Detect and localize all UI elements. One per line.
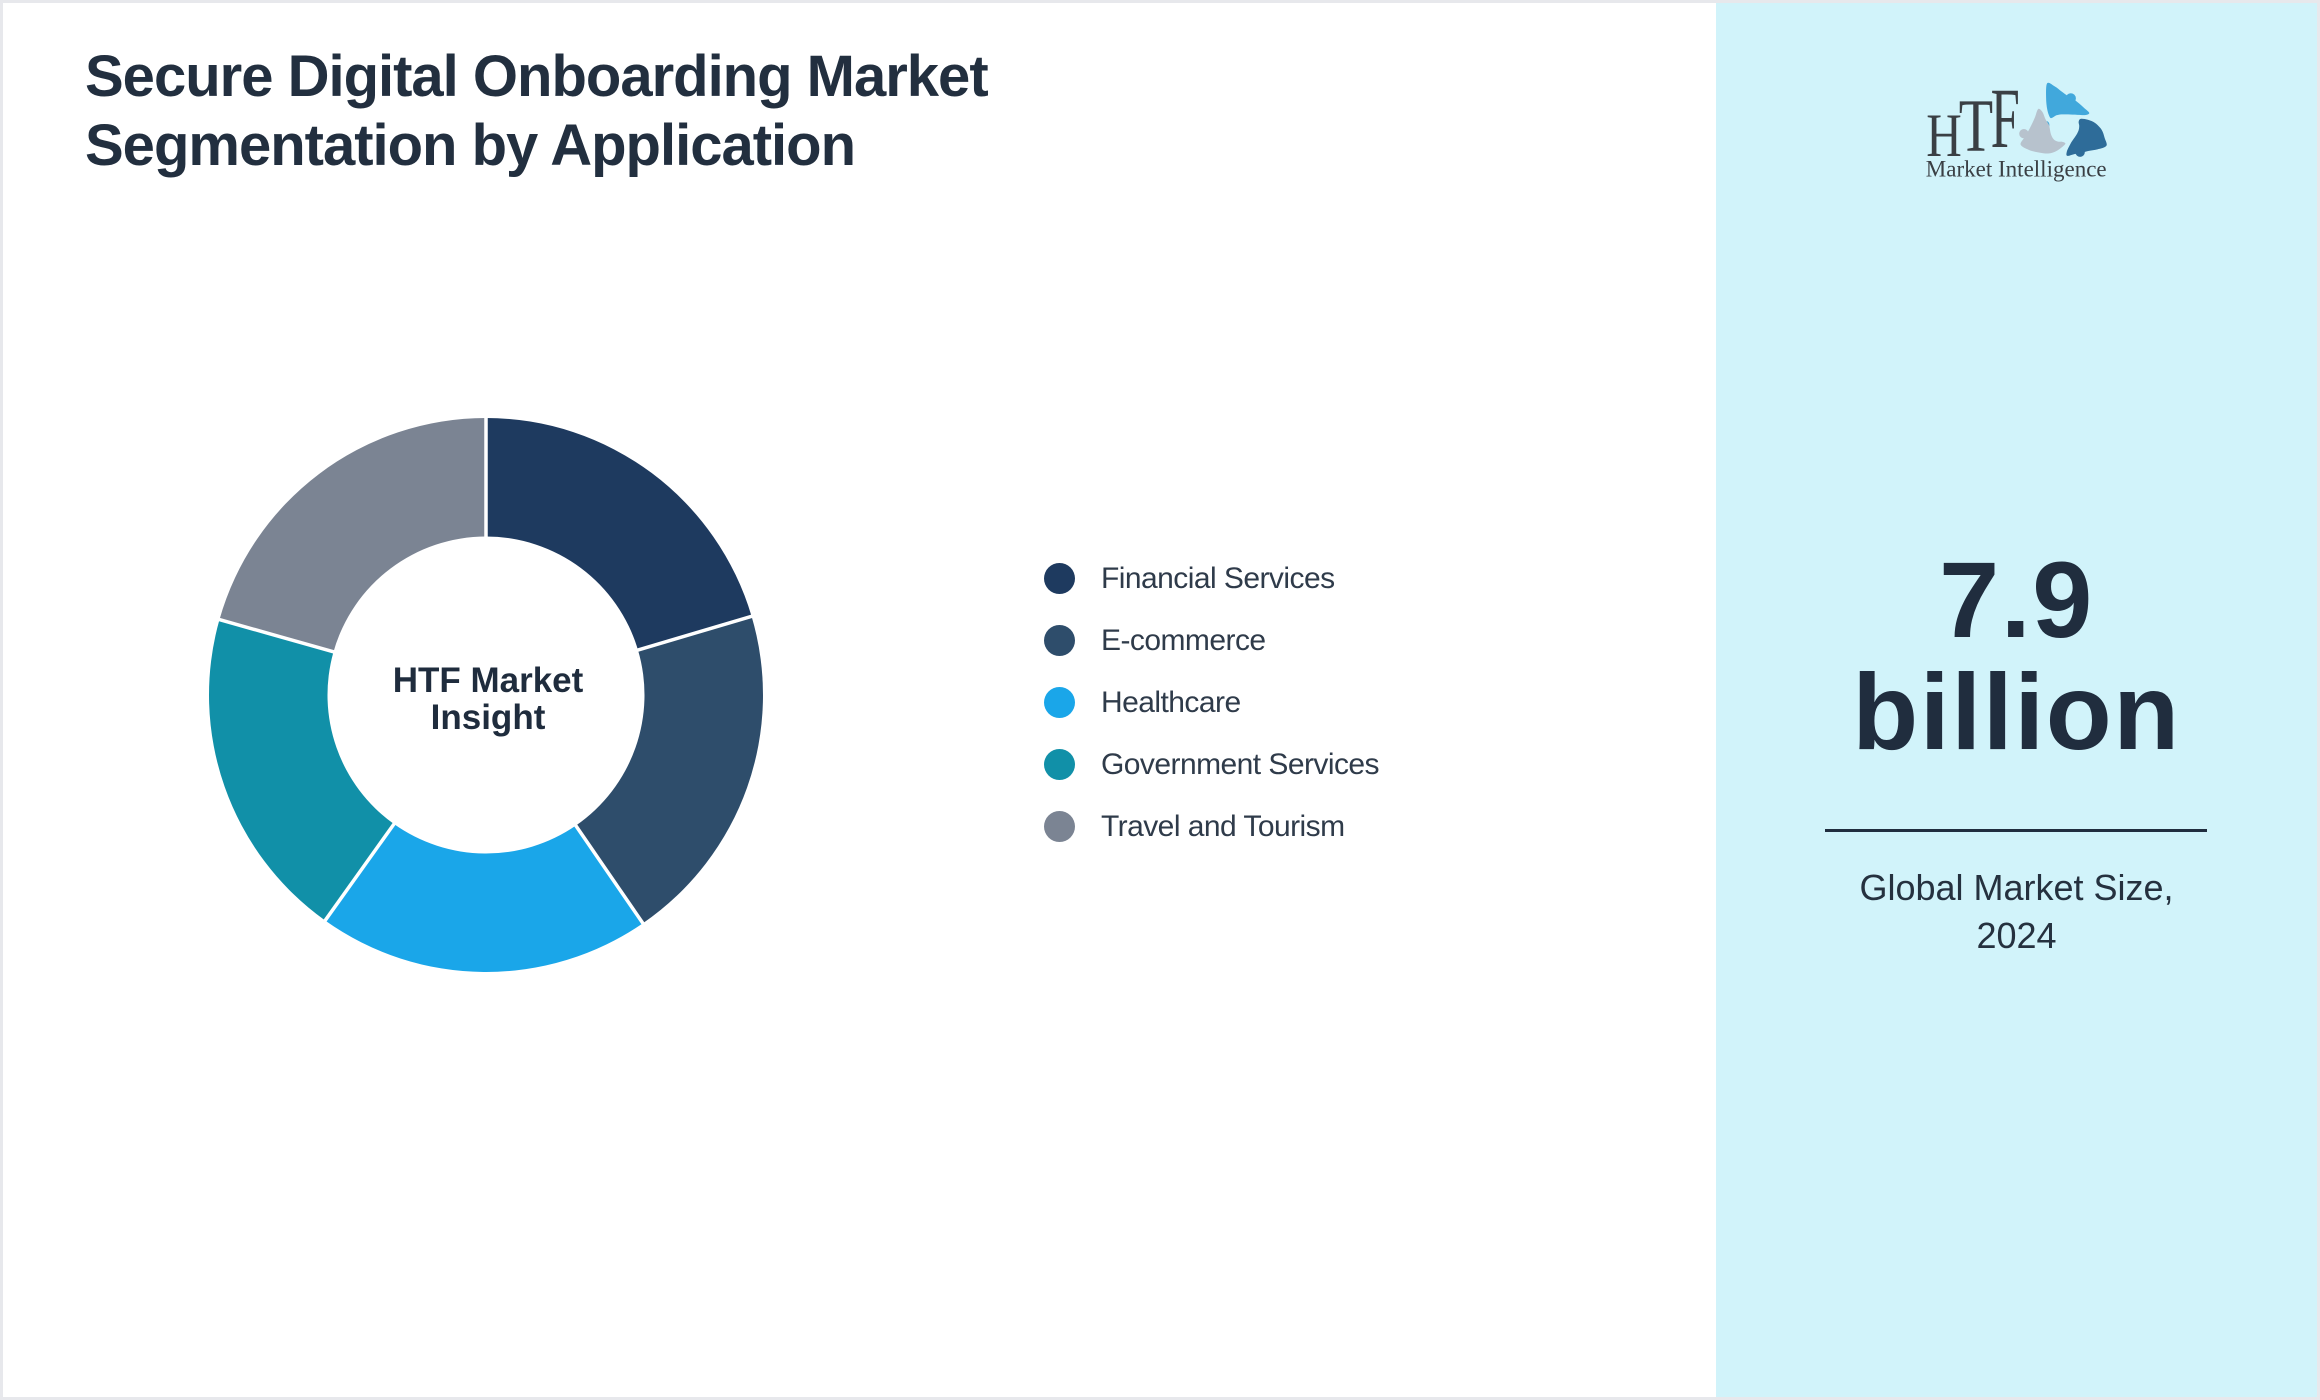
svg-text:Market Intelligence: Market Intelligence xyxy=(1926,156,2107,182)
svg-text:F: F xyxy=(1991,72,2020,166)
svg-text:H: H xyxy=(1926,102,1962,170)
svg-text:T: T xyxy=(1959,85,1993,168)
